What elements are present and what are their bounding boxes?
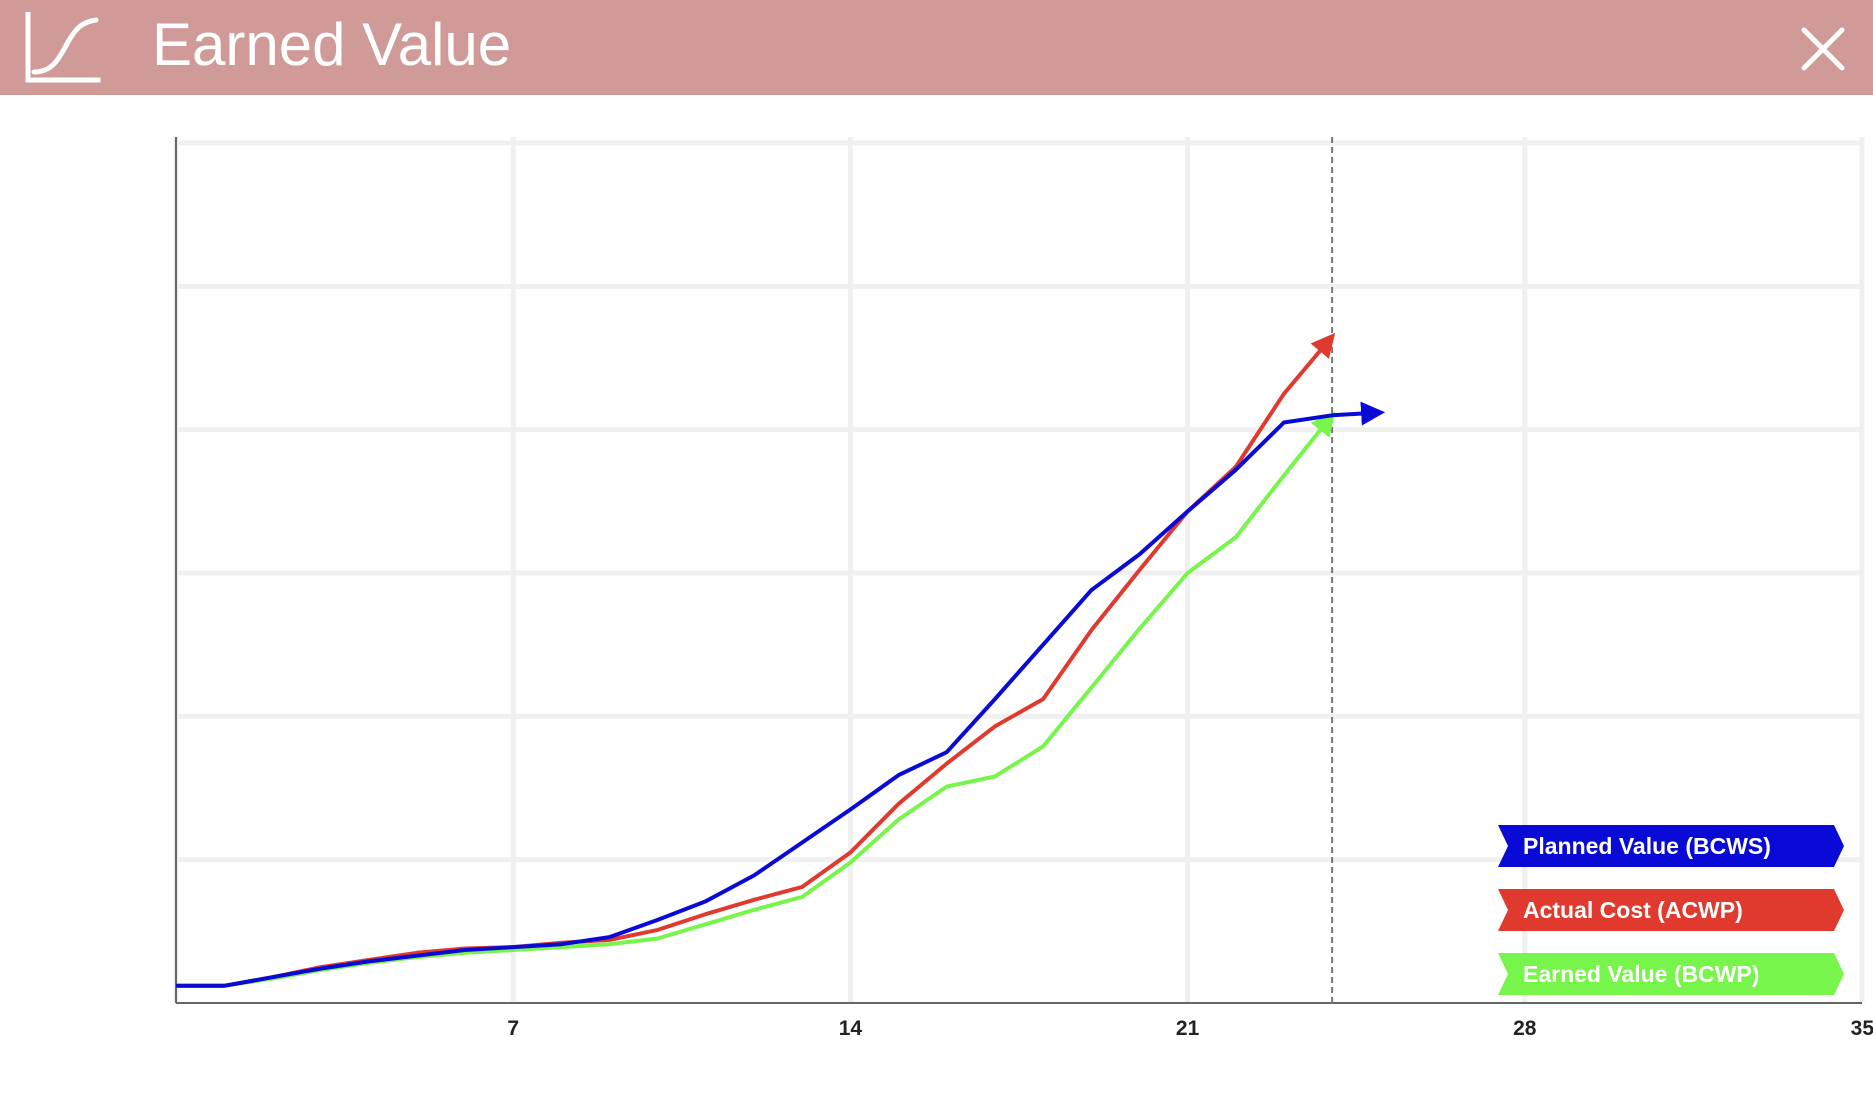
legend-swatch bbox=[1498, 825, 1844, 867]
x-tick-label: 35 bbox=[1851, 1017, 1873, 1040]
legend-label: Actual Cost (ACWP) bbox=[1523, 897, 1743, 923]
title-bar: Earned Value bbox=[0, 0, 1873, 95]
x-tick-label: 7 bbox=[507, 1017, 519, 1040]
close-icon[interactable] bbox=[1798, 24, 1848, 74]
window-title: Earned Value bbox=[152, 11, 512, 78]
chart-canvas: 7 14 21 28 35 Planned Value (BCWS) Actual Cost… bbox=[173, 137, 1873, 1040]
series-line-2 bbox=[176, 332, 1336, 988]
legend-label: Earned Value (BCWP) bbox=[1523, 961, 1759, 987]
x-tick-label: 14 bbox=[839, 1017, 863, 1040]
x-tick-label: 21 bbox=[1176, 1017, 1200, 1040]
x-tick-label: 28 bbox=[1513, 1017, 1537, 1040]
earned-value-chart: 7 14 21 28 35 Planned Value (BCWS) Actual Cost… bbox=[0, 95, 1873, 1109]
s-curve-chart-icon bbox=[25, 12, 101, 83]
legend-swatch bbox=[1498, 953, 1844, 995]
legend-label: Planned Value (BCWS) bbox=[1523, 833, 1771, 859]
legend-swatch bbox=[1498, 889, 1844, 931]
series-line-1 bbox=[176, 401, 1386, 988]
